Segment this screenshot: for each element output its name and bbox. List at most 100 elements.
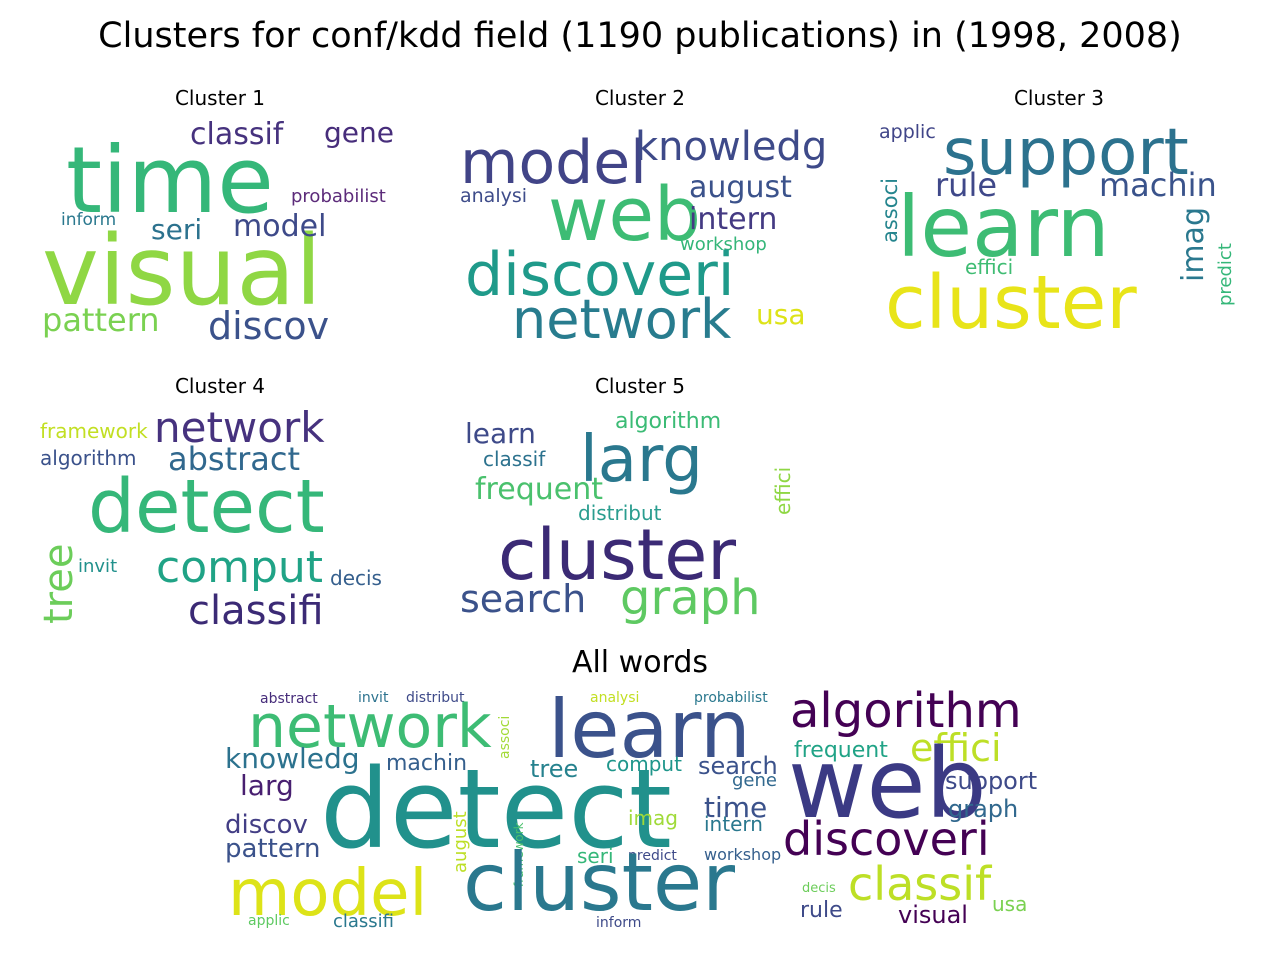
word-classif: classif: [483, 447, 546, 471]
word-network: network: [512, 288, 732, 351]
word-knowledg: knowledg: [635, 124, 827, 170]
word-usa: usa: [756, 298, 806, 331]
word-frequent: frequent: [475, 472, 603, 507]
word-discoveri: discoveri: [465, 240, 734, 310]
word-model: model: [460, 128, 647, 198]
word-cloud-cluster-4: framework network algorithm abstractdetectt…: [36, 403, 382, 634]
word-search: search: [460, 577, 586, 621]
word-comput: comput: [156, 542, 323, 593]
word-algorithm: algorithm: [40, 446, 137, 470]
word-visual: visual: [898, 901, 968, 929]
word-tree: tree: [36, 544, 82, 624]
word-abstract: abstract: [168, 440, 300, 478]
word-time: time: [704, 791, 767, 824]
word-distribut: distribut: [578, 501, 662, 525]
word-intern: intern: [704, 812, 763, 836]
panel-title-all-words: All words: [571, 645, 709, 680]
word-network: network: [154, 403, 325, 452]
word-analysi: analysi: [590, 690, 639, 706]
word-predict: predict: [628, 848, 677, 864]
word-knowledg: knowledg: [225, 742, 360, 775]
word-august: august: [450, 811, 471, 873]
word-web: web: [548, 172, 701, 258]
word-graph: graph: [948, 795, 1018, 823]
word-classifi: classifi: [188, 588, 324, 634]
word-inform: inform: [61, 210, 116, 230]
word-time: time: [66, 127, 274, 234]
word-decis: decis: [802, 881, 836, 896]
word-algorithm: algorithm: [615, 409, 721, 434]
word-machin: machin: [386, 751, 467, 776]
word-invit: invit: [358, 690, 389, 706]
word-discov: discov: [225, 810, 308, 840]
word-cloud-cluster-5: algorithm learn larg classif effici frequentd…: [460, 409, 795, 626]
word-network: network: [248, 692, 492, 762]
word-discov: discov: [208, 304, 329, 348]
word-associ: associ: [878, 178, 902, 243]
word-applic: applic: [248, 913, 290, 929]
panel-title-cluster-2: Cluster 2: [594, 86, 686, 110]
word-usa: usa: [992, 892, 1027, 916]
panel-title-cluster-3: Cluster 3: [1013, 86, 1105, 110]
word-visual: visual: [42, 215, 322, 327]
word-seri: seri: [577, 844, 614, 868]
word-classif: classif: [190, 117, 285, 152]
word-predict: predict: [1215, 243, 1236, 306]
word-pattern: pattern: [225, 834, 321, 864]
word-tree: tree: [530, 755, 578, 783]
word-distribut: distribut: [406, 690, 465, 706]
word-applic: applic: [879, 121, 936, 143]
word-learn: learn: [897, 178, 1110, 276]
word-decis: decis: [330, 566, 382, 590]
word-gene: gene: [732, 770, 777, 791]
word-detect: detect: [320, 745, 672, 873]
panel-title-cluster-4: Cluster 4: [174, 374, 266, 398]
word-intern: intern: [689, 202, 777, 237]
word-effici: effici: [965, 255, 1013, 279]
word-associ: associ: [497, 716, 513, 759]
word-analysi: analysi: [460, 185, 527, 207]
word-model: model: [228, 857, 427, 931]
panel-title-cluster-5: Cluster 5: [594, 374, 686, 398]
figure-title: Clusters for conf/kdd field (1190 public…: [98, 16, 1182, 56]
word-algorithm: algorithm: [790, 683, 1022, 739]
word-support: support: [945, 767, 1037, 795]
word-inform: inform: [596, 915, 641, 931]
word-frequent: frequent: [794, 738, 888, 763]
word-cluster: cluster: [498, 514, 736, 596]
word-august: august: [689, 170, 792, 205]
word-pattern: pattern: [42, 301, 160, 339]
panel-title-cluster-1: Cluster 1: [174, 86, 266, 110]
word-web: web: [788, 728, 987, 840]
word-imag: imag: [1176, 207, 1211, 282]
word-cloud-all-words: abstract invit distribut analysi probabilist…: [225, 683, 1037, 932]
word-rule: rule: [935, 166, 997, 204]
word-seri: seri: [151, 213, 202, 246]
word-workshop: workshop: [680, 234, 767, 255]
word-larg: larg: [580, 423, 703, 497]
word-machin: machin: [1099, 166, 1217, 204]
word-learn: learn: [548, 683, 751, 776]
word-abstract: abstract: [260, 691, 318, 707]
word-cluster: cluster: [885, 260, 1137, 346]
word-workshop: workshop: [704, 845, 781, 864]
word-discoveri: discoveri: [783, 812, 990, 866]
word-effici: effici: [910, 726, 1002, 770]
word-comput: comput: [606, 752, 682, 776]
word-rule: rule: [800, 898, 843, 923]
word-support: support: [943, 116, 1189, 190]
word-imag: imag: [628, 806, 678, 830]
word-effici: effici: [771, 467, 795, 515]
word-framework: framework: [512, 822, 526, 887]
word-larg: larg: [240, 769, 294, 802]
word-framework: framework: [40, 419, 148, 443]
word-classif: classif: [848, 857, 993, 911]
word-detect: detect: [88, 464, 325, 550]
word-search: search: [698, 752, 778, 780]
word-classifi: classifi: [333, 911, 394, 932]
word-graph: graph: [620, 570, 761, 626]
word-model: model: [233, 209, 326, 244]
